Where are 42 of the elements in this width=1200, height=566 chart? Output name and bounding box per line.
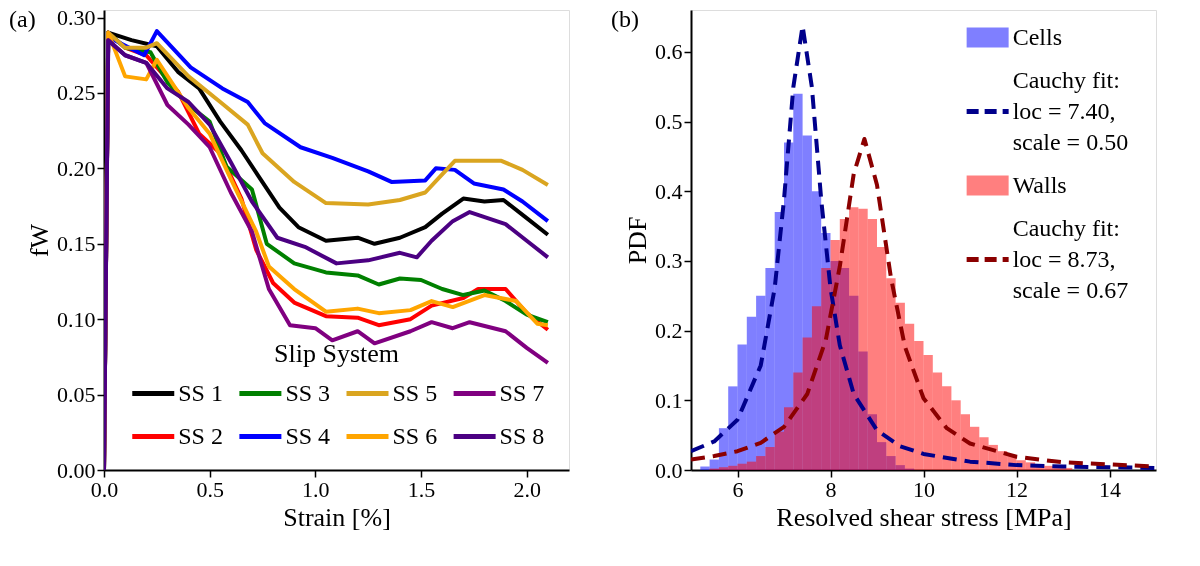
legend-label: SS 6 xyxy=(392,422,438,449)
y-tick-label: 0.3 xyxy=(655,248,683,274)
x-tick-label: 10 xyxy=(913,476,935,502)
legend-label: SS 4 xyxy=(285,422,331,449)
legend-label: Cauchy fit: loc = 7.40, scale = 0.50 xyxy=(1012,66,1129,155)
y-tick-label: 0.15 xyxy=(57,231,96,257)
y-tick-label: 0.00 xyxy=(57,457,96,483)
x-tick-label: 8 xyxy=(825,476,837,502)
y-tick-label: 0.0 xyxy=(655,457,683,483)
y-tick-label: 0.2 xyxy=(655,318,683,344)
x-tick-label: 6 xyxy=(732,476,744,502)
legend-label: SS 3 xyxy=(285,379,331,406)
legend-label: Walls xyxy=(1012,171,1067,198)
y-tick-label: 0.10 xyxy=(57,306,96,332)
x-tick-label: 14 xyxy=(1099,476,1121,502)
x-tick-label: 1.0 xyxy=(302,476,330,502)
legend-label: SS 2 xyxy=(178,422,223,449)
y-tick-label: 0.1 xyxy=(655,387,683,413)
y-axis-title: PDF xyxy=(623,216,652,265)
y-tick-label: 0.6 xyxy=(655,39,683,65)
y-tick-label: 0.05 xyxy=(57,382,96,408)
y-axis-title: fW xyxy=(25,223,54,258)
y-tick-label: 0.20 xyxy=(57,155,96,181)
y-tick-label: 0.25 xyxy=(57,80,96,106)
x-tick-label: 12 xyxy=(1006,476,1028,502)
y-tick-label: 0.5 xyxy=(655,109,683,135)
x-axis-title: Resolved shear stress [MPa] xyxy=(776,502,1072,532)
legend-label: SS 7 xyxy=(499,379,545,406)
x-axis-title: Strain [%] xyxy=(283,502,391,532)
legend-title: Slip System xyxy=(274,339,399,368)
legend-label: Cauchy fit: loc = 8.73, scale = 0.67 xyxy=(1012,214,1129,303)
x-tick-label: 2.0 xyxy=(513,476,541,502)
legend-label: SS 1 xyxy=(178,379,223,406)
x-tick-label: 1.5 xyxy=(407,476,436,502)
text: (a) xyxy=(9,6,36,32)
legend-label: SS 5 xyxy=(392,379,438,406)
y-tick-label: 0.4 xyxy=(655,178,683,204)
legend-label: SS 8 xyxy=(499,422,545,449)
y-tick-label: 0.30 xyxy=(57,5,96,31)
text: (b) xyxy=(611,6,639,32)
legend-label: Cells xyxy=(1012,23,1062,50)
x-tick-label: 0.5 xyxy=(196,476,224,502)
